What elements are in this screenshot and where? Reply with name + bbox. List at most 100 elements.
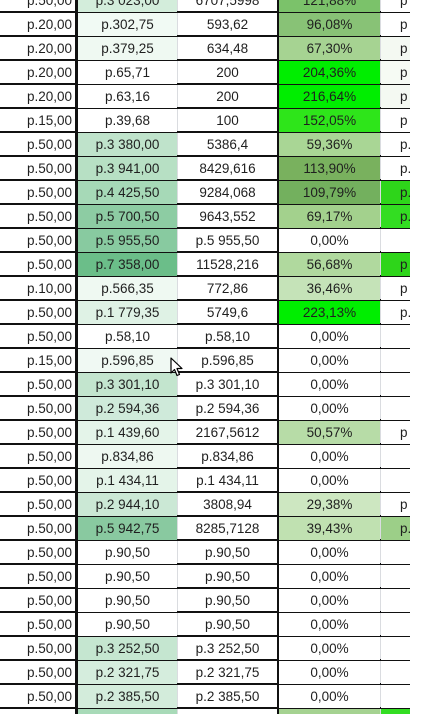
cell-amount[interactable]: p.2 321,75: [78, 661, 177, 684]
cell-amount[interactable]: p.302,75: [78, 13, 177, 36]
cell-amount[interactable]: p.596,85: [78, 349, 177, 372]
cell-amount[interactable]: p.5 942,75: [78, 517, 177, 540]
cell-total[interactable]: 100: [216, 113, 239, 128]
cell-percent[interactable]: 223,13%: [279, 301, 380, 324]
cell-fee[interactable]: p.50,00: [26, 0, 72, 8]
cell-percent[interactable]: 204,36%: [279, 61, 380, 84]
cell-next[interactable]: [381, 565, 410, 588]
cell-total[interactable]: p.3 301,10: [195, 377, 260, 392]
cell-amount[interactable]: p.5 955,50: [78, 229, 177, 252]
cell-fee[interactable]: p.20,00: [26, 41, 72, 56]
cell-percent[interactable]: 0,00%: [279, 565, 380, 588]
cell-amount[interactable]: p.5 700,50: [78, 205, 177, 228]
cell-amount[interactable]: p.4 425,50: [78, 181, 177, 204]
cell-fee[interactable]: p.50,00: [26, 425, 72, 440]
cell-total[interactable]: p.90,50: [204, 569, 251, 584]
cell-percent[interactable]: 63,81%: [279, 709, 380, 714]
cell-amount[interactable]: p.7 358,00: [78, 253, 177, 276]
cell-total[interactable]: 200: [216, 89, 239, 104]
cell-percent[interactable]: 50,57%: [279, 421, 380, 444]
cell-amount[interactable]: p.834,86: [78, 445, 177, 468]
cell-total[interactable]: p.2 321,75: [195, 665, 260, 680]
cell-fee[interactable]: p.50,00: [26, 185, 72, 200]
cell-amount[interactable]: p.379,25: [78, 37, 177, 60]
cell-amount[interactable]: p.2 944,10: [78, 493, 177, 516]
cell-fee[interactable]: p.50,00: [26, 233, 72, 248]
cell-fee[interactable]: p.50,00: [26, 401, 72, 416]
cell-total[interactable]: p.834,86: [201, 449, 254, 464]
cell-total[interactable]: p.1 434,11: [196, 473, 259, 488]
cell-percent[interactable]: 152,05%: [279, 109, 380, 132]
cell-next[interactable]: [381, 685, 410, 708]
cell-amount[interactable]: p.2 385,50: [78, 685, 177, 708]
cell-next[interactable]: [381, 613, 410, 636]
cell-percent[interactable]: 113,90%: [279, 157, 380, 180]
cell-fee[interactable]: p.50,00: [26, 161, 72, 176]
cell-fee[interactable]: p.50,00: [26, 545, 72, 560]
cell-percent[interactable]: 67,30%: [279, 37, 380, 60]
cell-next[interactable]: [381, 541, 410, 564]
cell-next[interactable]: [381, 661, 410, 684]
cell-fee[interactable]: p.50,00: [26, 569, 72, 584]
cell-amount[interactable]: p.3 023,00: [78, 0, 177, 12]
cell-next[interactable]: p: [381, 61, 410, 84]
cell-next[interactable]: [381, 469, 410, 492]
cell-percent[interactable]: 0,00%: [279, 229, 380, 252]
cell-next[interactable]: p: [381, 493, 410, 516]
cell-fee[interactable]: p.10,00: [26, 281, 72, 296]
cell-amount[interactable]: p.90,50: [78, 565, 177, 588]
cell-next[interactable]: [381, 445, 410, 468]
cell-fee[interactable]: p.50,00: [26, 329, 72, 344]
cell-amount[interactable]: p.2 594,36: [78, 397, 177, 420]
cell-total[interactable]: p.90,50: [204, 545, 251, 560]
cell-percent[interactable]: 0,00%: [279, 373, 380, 396]
cell-next[interactable]: p: [381, 253, 410, 276]
cell-fee[interactable]: p.50,00: [26, 641, 72, 656]
cell-percent[interactable]: 29,38%: [279, 493, 380, 516]
cell-fee[interactable]: p.50,00: [26, 665, 72, 680]
cell-amount[interactable]: p.63,16: [78, 85, 177, 108]
cell-next[interactable]: [381, 349, 410, 372]
cell-total[interactable]: 6707,5998: [195, 0, 260, 8]
cell-next[interactable]: [381, 637, 410, 660]
cell-next[interactable]: p.: [381, 133, 410, 156]
cell-percent[interactable]: 216,64%: [279, 85, 380, 108]
cell-next[interactable]: p.: [381, 205, 410, 228]
cell-total[interactable]: 593,62: [206, 17, 249, 32]
cell-next[interactable]: p.: [381, 517, 410, 540]
cell-total[interactable]: p.2 385,50: [195, 689, 260, 704]
cell-next[interactable]: p: [381, 37, 410, 60]
cell-next[interactable]: p: [381, 85, 410, 108]
cell-percent[interactable]: 121,88%: [279, 0, 380, 12]
cell-percent[interactable]: 0,00%: [279, 685, 380, 708]
cell-percent[interactable]: 0,00%: [279, 541, 380, 564]
cell-percent[interactable]: 0,00%: [279, 661, 380, 684]
cell-fee[interactable]: p.50,00: [26, 257, 72, 272]
cell-total[interactable]: 2167,5612: [195, 425, 260, 440]
cell-percent[interactable]: 59,36%: [279, 133, 380, 156]
cell-total[interactable]: p.58,10: [204, 329, 251, 344]
cell-total[interactable]: 3808,94: [203, 497, 252, 512]
cell-amount[interactable]: p.3 252,50: [78, 637, 177, 660]
cell-fee[interactable]: p.50,00: [26, 449, 72, 464]
cell-next[interactable]: [381, 397, 410, 420]
cell-percent[interactable]: 96,08%: [279, 13, 380, 36]
cell-fee[interactable]: p.20,00: [26, 65, 72, 80]
cell-amount[interactable]: p.1 779,35: [78, 301, 177, 324]
cell-fee[interactable]: p.50,00: [26, 473, 72, 488]
cell-amount[interactable]: p.1 434,11: [78, 469, 177, 492]
cell-next[interactable]: p: [381, 277, 410, 300]
cell-total[interactable]: p.5 955,50: [195, 233, 260, 248]
cell-next[interactable]: p.: [381, 709, 410, 714]
cell-percent[interactable]: 0,00%: [279, 445, 380, 468]
cell-fee[interactable]: p.20,00: [26, 17, 72, 32]
cell-next[interactable]: p: [381, 421, 410, 444]
cell-amount[interactable]: p.1 439,60: [78, 421, 177, 444]
cell-percent[interactable]: 109,79%: [279, 181, 380, 204]
cell-total[interactable]: 11528,216: [196, 257, 259, 272]
cell-total[interactable]: 7144,8: [178, 709, 277, 714]
cell-fee[interactable]: p.50,00: [26, 305, 72, 320]
cell-total[interactable]: p.90,50: [204, 593, 251, 608]
cell-fee[interactable]: p.50,00: [26, 521, 72, 536]
